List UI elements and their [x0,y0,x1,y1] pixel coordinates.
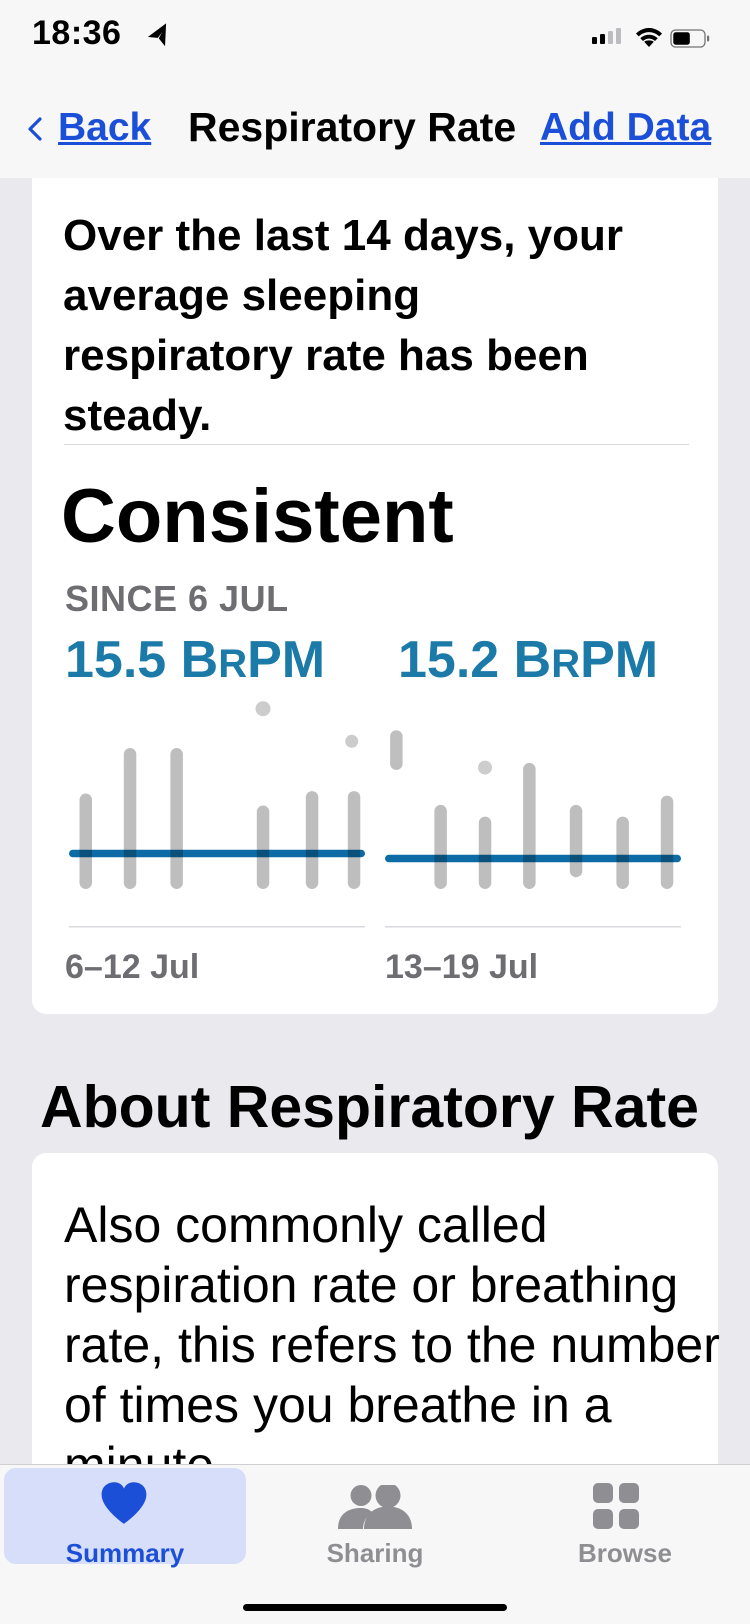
svg-text:6–12 Jul: 6–12 Jul [65,948,199,986]
svg-text:13–19 Jul: 13–19 Jul [385,948,538,986]
